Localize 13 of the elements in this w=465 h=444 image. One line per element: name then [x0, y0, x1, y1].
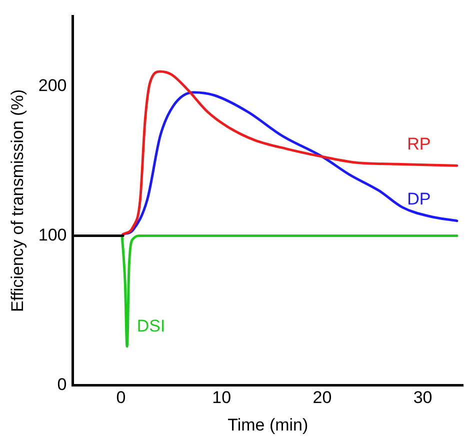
x-tick-label: 0 — [116, 388, 126, 408]
y-tick-label: 100 — [38, 225, 67, 244]
y-axis-title: Efficiency of transmission (%) — [8, 89, 27, 312]
line-series — [120, 234, 458, 348]
x-tick-label: 10 — [212, 388, 232, 408]
series-label: DSI — [136, 316, 166, 336]
x-axis-title: Time (min) — [228, 415, 308, 434]
x-tick-label: 30 — [413, 388, 432, 408]
y-tick-label: 200 — [38, 76, 67, 96]
x-tick-label: 20 — [312, 388, 332, 408]
series-label: DP — [407, 189, 431, 208]
series-label: RP — [407, 134, 431, 154]
y-tick-label: 0 — [57, 374, 67, 394]
